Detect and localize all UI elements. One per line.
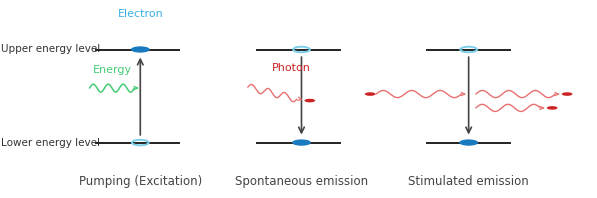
Text: Energy: Energy bbox=[93, 65, 132, 75]
Text: Pumping (Excitation): Pumping (Excitation) bbox=[79, 175, 202, 188]
Circle shape bbox=[131, 46, 150, 53]
Text: Electron: Electron bbox=[118, 9, 163, 19]
Circle shape bbox=[365, 92, 376, 96]
Text: Spontaneous emission: Spontaneous emission bbox=[235, 175, 368, 188]
Text: Photon: Photon bbox=[272, 63, 310, 73]
Text: Lower energy level: Lower energy level bbox=[1, 138, 100, 148]
Circle shape bbox=[304, 99, 315, 102]
Text: Upper energy level: Upper energy level bbox=[1, 45, 100, 54]
Circle shape bbox=[459, 139, 478, 146]
Circle shape bbox=[562, 92, 573, 96]
Text: Stimulated emission: Stimulated emission bbox=[408, 175, 529, 188]
Circle shape bbox=[292, 139, 311, 146]
Circle shape bbox=[547, 106, 558, 110]
